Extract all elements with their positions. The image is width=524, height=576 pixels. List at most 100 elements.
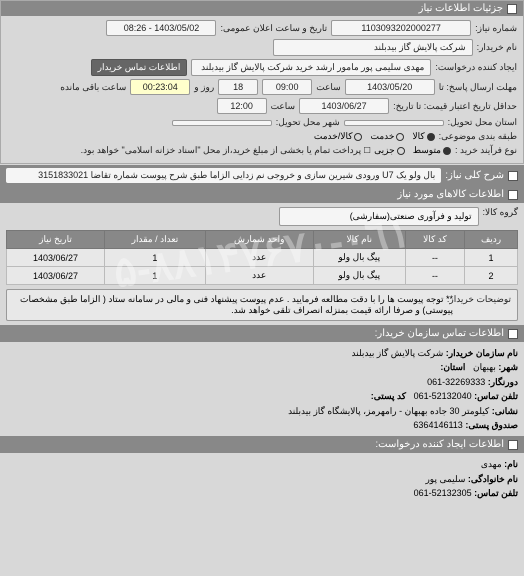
th-code: کد کالا xyxy=(405,231,464,249)
request-no-field: 1103093202000277 xyxy=(331,20,471,36)
name-value: مهدی xyxy=(481,459,502,469)
fax-value: 32269333-061 xyxy=(427,377,485,387)
deadline-time-label: ساعت xyxy=(316,82,341,93)
org-value: شرکت پالایش گاز بیدبلند xyxy=(352,348,444,358)
org-label: نام سازمان خریدار: xyxy=(446,348,518,358)
city-label: شهر: xyxy=(498,362,518,372)
cell: 1403/06/27 xyxy=(7,249,105,267)
tel-value: 52132040-061 xyxy=(414,391,472,401)
subject-field: بال ولو یک U7 ورودی شیرین سازی و خروجی ن… xyxy=(6,168,441,183)
dot-icon xyxy=(427,133,435,141)
th-date: تاریخ نیاز xyxy=(7,231,105,249)
cell: 1 xyxy=(105,249,206,267)
group-label: گروه کالا: xyxy=(483,207,518,226)
fax-label: دورنگار: xyxy=(488,377,518,387)
collapse-icon[interactable]: − xyxy=(508,190,518,200)
th-name: نام کالا xyxy=(313,231,405,249)
category-radio-group: کالا خدمت کالا/خدمت xyxy=(314,131,435,142)
cell: 1 xyxy=(105,267,206,285)
radio-medium[interactable]: متوسط xyxy=(413,145,451,156)
dot-icon xyxy=(443,147,451,155)
days-label: روز و xyxy=(194,82,214,93)
table-row: 2 -- پیگ بال ولو عدد 1 1403/06/27 xyxy=(7,267,518,285)
radio-service[interactable]: خدمت xyxy=(370,131,404,142)
remain-time-field: 00:23:04 xyxy=(130,79,190,95)
request-no-label: شماره نیاز: xyxy=(475,23,517,34)
datetime-field: 1403/05/02 - 08:26 xyxy=(106,20,216,36)
buyer-field: شرکت پالایش گاز بیدبلند xyxy=(273,39,473,56)
cell: پیگ بال ولو xyxy=(313,249,405,267)
th-qty: تعداد / مقدار xyxy=(105,231,206,249)
cell: 1 xyxy=(465,249,518,267)
radio-minor[interactable]: جزیی xyxy=(374,145,405,156)
radio-goods[interactable]: کالا xyxy=(412,131,434,142)
contact1-body: نام سازمان خریدار: شرکت پالایش گاز بیدبل… xyxy=(0,342,524,436)
validity-date-field: 1403/06/27 xyxy=(299,98,389,114)
city-label: شهر محل تحویل: xyxy=(276,117,340,128)
th-idx: ردیف xyxy=(465,231,518,249)
city-value: بهبهان xyxy=(473,362,496,372)
name-label: نام: xyxy=(504,459,518,469)
buyer-label: نام خریدار: xyxy=(477,42,517,53)
panel-title: جزئیات اطلاعات نیاز xyxy=(419,3,503,14)
contact2-header: − اطلاعات ایجاد کننده درخواست: xyxy=(0,436,524,453)
collapse-icon[interactable]: − xyxy=(508,440,518,450)
budget-label: طبقه بندی موضوعی: xyxy=(439,131,517,142)
contact-button[interactable]: اطلاعات تماس خریدار xyxy=(91,59,188,76)
radio-both[interactable]: کالا/خدمت xyxy=(314,131,363,142)
panel-body: شماره نیاز: 1103093202000277 تاریخ و ساع… xyxy=(1,16,523,163)
cell: 1403/06/27 xyxy=(7,267,105,285)
creator-field: مهدی سلیمی پور مامور ارشد خرید شرکت پالا… xyxy=(191,59,431,76)
deadline-date-field: 1403/05/20 xyxy=(345,79,435,95)
validity-time-field: 12:00 xyxy=(217,98,267,114)
tel2-value: 52132305-061 xyxy=(414,488,472,498)
collapse-icon[interactable]: − xyxy=(508,171,518,181)
postal-label: کد پستی: xyxy=(371,391,406,401)
addr-value: کیلومتر 30 جاده بهبهان - رامهرمز، پالایش… xyxy=(288,406,489,416)
tel-label: تلفن تماس: xyxy=(474,391,518,401)
cell: 2 xyxy=(465,267,518,285)
table-row: 1 -- پیگ بال ولو عدد 1 1403/06/27 xyxy=(7,249,518,267)
note-label: توضیحات خریدار: xyxy=(461,294,511,316)
creator-label: ایجاد کننده درخواست: xyxy=(435,62,517,73)
contact1-header: − اطلاعات تماس سازمان خریدار: xyxy=(0,325,524,342)
province-label: استان محل تحویل: xyxy=(448,117,517,128)
main-panel: − جزئیات اطلاعات نیاز شماره نیاز: 110309… xyxy=(0,0,524,164)
group-field: تولید و فرآوری صنعتی(سفارشی) xyxy=(279,207,479,226)
cell: عدد xyxy=(205,267,313,285)
addr-label: نشانی: xyxy=(492,406,518,416)
cell: پیگ بال ولو xyxy=(313,267,405,285)
subject-bar: − شرح کلی نیاز: بال ولو یک U7 ورودی شیری… xyxy=(0,165,524,186)
panel-header: − جزئیات اطلاعات نیاز xyxy=(1,1,523,16)
circle-icon xyxy=(396,133,404,141)
treasury-check[interactable]: □ پرداخت تمام یا بخشی از مبلغ خرید،از مح… xyxy=(81,145,371,156)
note-box: توضیحات خریدار: ** توجه پیوست ها را با د… xyxy=(6,289,518,321)
collapse-icon[interactable]: − xyxy=(507,4,517,14)
circle-icon xyxy=(397,147,405,155)
datetime-label: تاریخ و ساعت اعلان عمومی: xyxy=(220,23,327,34)
circle-icon xyxy=(354,133,362,141)
cell: -- xyxy=(405,249,464,267)
lname-value: سلیمی پور xyxy=(425,474,465,484)
days-field: 18 xyxy=(218,79,258,95)
province-field xyxy=(344,120,444,126)
process-label: نوع فرآیند خرید : xyxy=(455,145,517,156)
validity-time-label: ساعت xyxy=(271,101,296,112)
subject-label: شرح کلی نیاز: xyxy=(445,170,504,181)
deadline-label: مهلت ارسال پاسخ: تا xyxy=(439,82,517,93)
cell: عدد xyxy=(205,249,313,267)
goods-header-bar: − اطلاعات کالاهای مورد نیاز xyxy=(0,186,524,203)
table-header-row: ردیف کد کالا نام کالا واحد شمارش تعداد /… xyxy=(7,231,518,249)
mailbox-label: صندوق پستی: xyxy=(465,420,518,430)
deadline-time-field: 09:00 xyxy=(262,79,312,95)
tel2-label: تلفن تماس: xyxy=(474,488,518,498)
remain-label: ساعت باقی مانده xyxy=(60,82,126,93)
contact2-body: نام: مهدی نام خانوادگی: سلیمی پور تلفن ت… xyxy=(0,453,524,504)
note-text: ** توجه پیوست ها را با دقت مطالعه فرمایی… xyxy=(13,294,453,316)
state-label: استان: xyxy=(440,362,465,372)
collapse-icon[interactable]: − xyxy=(508,329,518,339)
goods-table: ردیف کد کالا نام کالا واحد شمارش تعداد /… xyxy=(6,230,518,285)
validity-label: حداقل تاریخ اعتبار قیمت: تا تاریخ: xyxy=(393,101,517,112)
goods-header-text: اطلاعات کالاهای مورد نیاز xyxy=(397,189,504,200)
lname-label: نام خانوادگی: xyxy=(468,474,518,484)
